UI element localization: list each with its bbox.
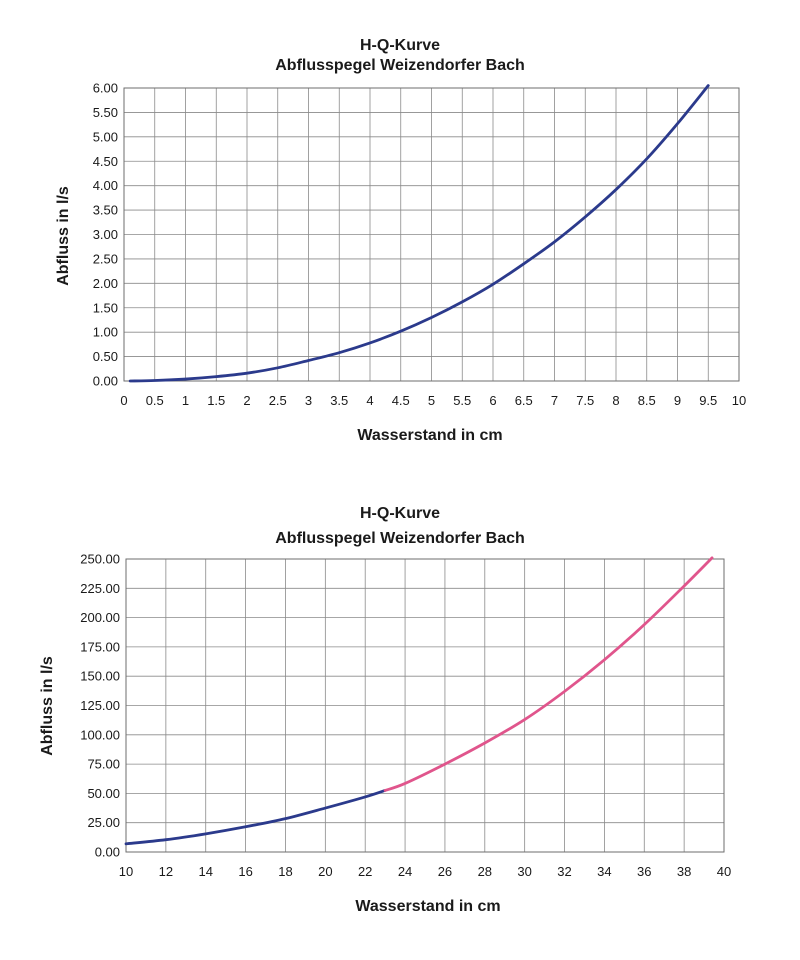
chart-1-ytick: 0.00 <box>93 374 118 389</box>
chart-1-xtick: 6 <box>489 393 496 408</box>
chart-2-xtick: 28 <box>478 864 492 879</box>
chart-1-ytick: 3.00 <box>93 227 118 242</box>
chart-2-ytick: 50.00 <box>87 786 120 801</box>
chart-1-xtick: 3 <box>305 393 312 408</box>
chart-1-xtick: 0 <box>120 393 127 408</box>
chart-2-xtick: 26 <box>438 864 452 879</box>
chart-2-series-1-line <box>124 789 387 846</box>
chart-2-xtick: 38 <box>677 864 691 879</box>
chart-1-xlabel: Wasserstand in cm <box>357 427 502 444</box>
chart-1-xtick: 4.5 <box>392 393 410 408</box>
chart-1-ytick: 4.00 <box>93 178 118 193</box>
chart-2-xtick: 16 <box>238 864 252 879</box>
chart-1: H-Q-Kurve Abflusspegel Weizendorfer Bach… <box>0 0 800 470</box>
chart-1-xtick: 1 <box>182 393 189 408</box>
chart-1-ytick: 2.00 <box>93 276 118 291</box>
chart-1-ytick: 2.50 <box>93 251 118 266</box>
chart-2-xtick: 36 <box>637 864 651 879</box>
chart-1-ytick: 4.50 <box>93 154 118 169</box>
chart-2-xtick: 40 <box>717 864 731 879</box>
chart-2-ytick: 25.00 <box>87 815 120 830</box>
chart-2-xtick: 30 <box>517 864 531 879</box>
chart-1-xtick: 10 <box>732 393 746 408</box>
chart-2: H-Q-Kurve Abflusspegel Weizendorfer Bach… <box>0 470 800 960</box>
chart-1-xtick: 3.5 <box>330 393 348 408</box>
chart-2-ylabel: Abfluss in l/s <box>39 656 56 756</box>
chart-2-svg: H-Q-Kurve Abflusspegel Weizendorfer Bach… <box>39 505 731 915</box>
chart-1-ytick: 5.00 <box>93 129 118 144</box>
chart-2-xtick: 18 <box>278 864 292 879</box>
chart-2-xlabel: Wasserstand in cm <box>355 898 500 915</box>
chart-2-ytick: 225.00 <box>80 581 120 596</box>
chart-1-svg: H-Q-Kurve Abflusspegel Weizendorfer Bach… <box>55 37 746 444</box>
chart-1-xtick: 7 <box>551 393 558 408</box>
chart-1-subtitle: Abflusspegel Weizendorfer Bach <box>275 57 525 74</box>
chart-2-title: H-Q-Kurve <box>360 505 440 522</box>
chart-1-xtick: 8 <box>612 393 619 408</box>
chart-2-xtick: 32 <box>557 864 571 879</box>
chart-1-plot-area <box>123 87 740 382</box>
chart-1-xtick: 1.5 <box>207 393 225 408</box>
chart-1-ytick: 3.50 <box>93 203 118 218</box>
chart-2-plot-area <box>125 558 725 853</box>
chart-2-subtitle: Abflusspegel Weizendorfer Bach <box>275 530 525 547</box>
chart-1-xtick: 6.5 <box>515 393 533 408</box>
chart-1-series-1-line <box>128 84 710 383</box>
chart-2-xtick: 34 <box>597 864 611 879</box>
chart-1-xtick: 5 <box>428 393 435 408</box>
chart-1-xtick: 9 <box>674 393 681 408</box>
chart-1-xtick: 0.5 <box>146 393 164 408</box>
chart-1-ylabel: Abfluss in l/s <box>55 186 72 286</box>
chart-2-ytick: 175.00 <box>80 639 120 654</box>
chart-1-ytick: 5.50 <box>93 105 118 120</box>
chart-2-ytick: 100.00 <box>80 727 120 742</box>
chart-1-xtick: 8.5 <box>638 393 656 408</box>
chart-2-xtick: 10 <box>119 864 133 879</box>
chart-2-ytick: 0.00 <box>95 845 120 860</box>
chart-2-xtick: 20 <box>318 864 332 879</box>
chart-2-xtick: 22 <box>358 864 372 879</box>
chart-1-ytick: 6.00 <box>93 81 118 96</box>
chart-2-series-2-line <box>383 556 714 792</box>
chart-1-xtick: 9.5 <box>699 393 717 408</box>
chart-1-xtick: 5.5 <box>453 393 471 408</box>
chart-2-ytick: 150.00 <box>80 669 120 684</box>
chart-2-ytick: 75.00 <box>87 757 120 772</box>
chart-2-ytick: 125.00 <box>80 698 120 713</box>
chart-2-ytick: 250.00 <box>80 552 120 567</box>
chart-2-ytick: 200.00 <box>80 610 120 625</box>
chart-1-xtick: 4 <box>366 393 373 408</box>
chart-1-xtick: 2.5 <box>269 393 287 408</box>
chart-2-xtick: 14 <box>198 864 212 879</box>
chart-1-xtick: 7.5 <box>576 393 594 408</box>
chart-1-ytick: 1.00 <box>93 325 118 340</box>
chart-2-xtick: 12 <box>159 864 173 879</box>
chart-1-title: H-Q-Kurve <box>360 37 440 54</box>
chart-1-xtick: 2 <box>243 393 250 408</box>
chart-2-xtick: 24 <box>398 864 412 879</box>
chart-1-ytick: 1.50 <box>93 300 118 315</box>
chart-1-ytick: 0.50 <box>93 349 118 364</box>
